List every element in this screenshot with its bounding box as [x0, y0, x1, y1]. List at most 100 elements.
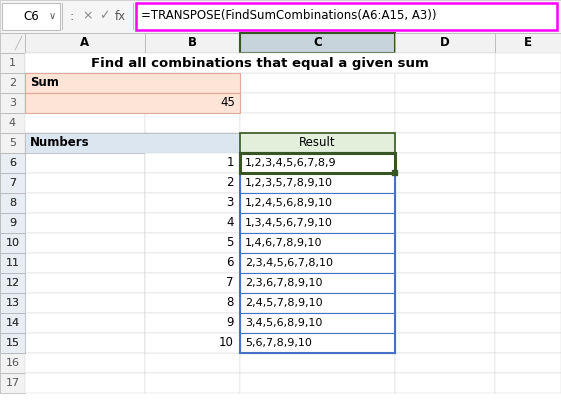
Bar	[25, 133, 240, 153]
Bar	[495, 93, 561, 113]
Text: 9: 9	[227, 317, 234, 330]
Bar	[25, 33, 145, 53]
Bar	[495, 293, 561, 313]
Bar	[145, 193, 240, 213]
Bar	[0, 273, 25, 293]
Bar	[145, 93, 240, 113]
Bar	[0, 333, 25, 353]
Bar	[395, 313, 495, 333]
Bar	[0, 193, 25, 213]
Text: 45: 45	[220, 96, 235, 109]
Bar	[145, 213, 240, 233]
Text: C6: C6	[23, 9, 39, 22]
Text: 14: 14	[6, 318, 20, 328]
Text: A: A	[80, 37, 90, 50]
Bar	[495, 53, 561, 73]
Bar	[25, 133, 145, 153]
Bar	[25, 333, 145, 353]
Text: 2: 2	[9, 78, 16, 88]
Bar	[0, 253, 25, 273]
Text: 1,2,3,4,5,6,7,8,9: 1,2,3,4,5,6,7,8,9	[245, 158, 337, 168]
Bar	[395, 353, 495, 373]
Text: 3: 3	[9, 98, 16, 108]
Bar	[495, 173, 561, 193]
Bar	[495, 373, 561, 393]
Bar	[395, 173, 495, 193]
Bar	[145, 213, 240, 233]
Bar	[25, 233, 145, 253]
Bar	[240, 93, 395, 113]
Bar	[0, 233, 25, 253]
Bar	[0, 273, 25, 293]
Bar	[0, 313, 25, 333]
Text: 1: 1	[9, 58, 16, 68]
Text: 11: 11	[6, 258, 20, 268]
Text: 15: 15	[6, 338, 20, 348]
Bar	[240, 293, 395, 313]
Text: 8: 8	[227, 297, 234, 309]
Bar	[145, 273, 240, 293]
Bar	[0, 53, 25, 73]
Bar	[25, 113, 145, 133]
Text: 5,6,7,8,9,10: 5,6,7,8,9,10	[245, 338, 312, 348]
Bar	[240, 193, 395, 213]
Bar	[395, 53, 495, 73]
Bar	[145, 333, 240, 353]
Bar	[25, 293, 145, 313]
Text: 15: 15	[6, 338, 20, 348]
Bar	[240, 73, 395, 93]
Bar	[25, 173, 145, 193]
Bar	[145, 53, 240, 73]
Bar	[145, 193, 240, 213]
Text: ✓: ✓	[99, 9, 109, 22]
Bar	[240, 213, 395, 233]
Bar	[2, 3, 60, 30]
Bar	[0, 313, 25, 333]
Text: 8: 8	[9, 198, 16, 208]
Bar	[495, 133, 561, 153]
Text: Sum: Sum	[30, 77, 59, 90]
Bar	[25, 73, 145, 93]
Text: ×: ×	[83, 9, 93, 22]
Bar	[240, 353, 395, 373]
Text: 7: 7	[9, 178, 16, 188]
Bar	[240, 373, 395, 393]
Bar	[240, 173, 395, 193]
Bar	[0, 33, 25, 53]
Text: 11: 11	[6, 258, 20, 268]
Text: 17: 17	[6, 378, 20, 388]
Text: 6: 6	[9, 158, 16, 168]
Bar	[392, 170, 397, 175]
Bar	[240, 113, 395, 133]
Bar	[495, 73, 561, 93]
Bar	[0, 153, 25, 173]
Bar	[25, 53, 145, 73]
Text: 13: 13	[6, 298, 20, 308]
Bar	[395, 133, 495, 153]
Bar	[0, 293, 25, 313]
Bar	[145, 153, 240, 173]
Bar	[145, 233, 240, 253]
Bar	[395, 233, 495, 253]
Bar	[240, 273, 395, 293]
Bar	[495, 253, 561, 273]
Bar	[240, 293, 395, 313]
Text: 1,4,6,7,8,9,10: 1,4,6,7,8,9,10	[245, 238, 323, 248]
Bar	[240, 233, 395, 253]
Bar	[25, 53, 495, 73]
Bar	[395, 93, 495, 113]
Bar	[145, 133, 240, 153]
Bar	[395, 193, 495, 213]
Text: Find all combinations that equal a given sum: Find all combinations that equal a given…	[91, 57, 429, 70]
Text: 2,4,5,7,8,9,10: 2,4,5,7,8,9,10	[245, 298, 323, 308]
Bar	[145, 373, 240, 393]
Bar	[240, 193, 395, 213]
Text: 9: 9	[9, 218, 16, 228]
Bar	[0, 333, 25, 353]
Bar	[0, 373, 25, 393]
Text: 1,2,4,5,6,8,9,10: 1,2,4,5,6,8,9,10	[245, 198, 333, 208]
Text: 14: 14	[6, 318, 20, 328]
Bar	[145, 173, 240, 193]
Bar	[495, 33, 561, 53]
Bar	[240, 153, 395, 173]
